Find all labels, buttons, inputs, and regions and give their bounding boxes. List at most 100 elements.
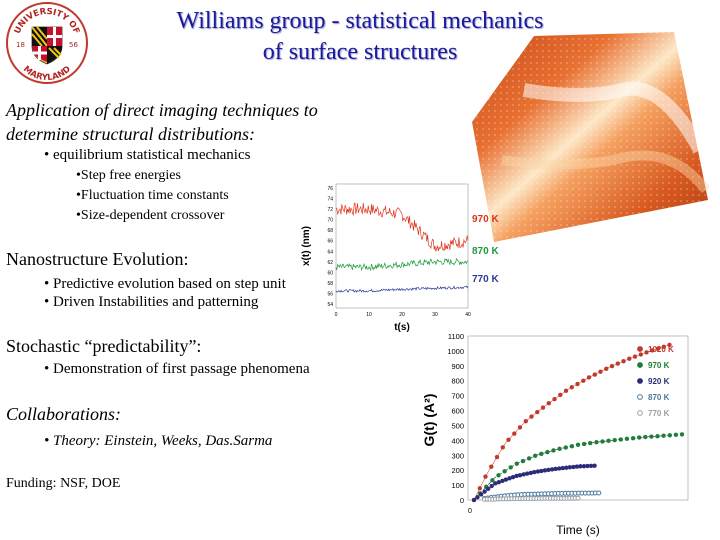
university-seal-logo: UNIVERSITY OF MARYLAND 18 56: [6, 2, 88, 84]
chart2-point-1020k: [500, 445, 506, 450]
chart2-point-920k: [546, 467, 551, 473]
chart2-ytick: 900: [451, 362, 464, 371]
chart1-series-770k: [335, 285, 469, 293]
chart2-point-1020k: [489, 464, 494, 469]
chart2-point-970k: [514, 461, 520, 466]
chart2-point-920k: [532, 469, 537, 475]
chart2-point-920k: [592, 463, 597, 468]
chart2-point-970k: [673, 432, 679, 438]
chart2-point-1020k: [523, 418, 529, 424]
chart2-point-970k: [496, 473, 501, 478]
chart2-point-920k: [578, 464, 583, 469]
chart1-series-870k: [335, 258, 469, 272]
chart2-legend-marker: [637, 362, 643, 368]
chart2-point-920k: [517, 472, 523, 478]
chart2-point-1020k: [575, 381, 580, 387]
chart2-point-970k: [661, 433, 666, 438]
chart2-point-920k: [475, 494, 480, 500]
chart1-xtick: 0: [335, 312, 338, 318]
chart2-point-1020k: [581, 378, 586, 383]
chart2-point-1020k: [517, 425, 523, 430]
chart1-ytick: 64: [327, 249, 333, 255]
subbullet-list: •Step free energies •Fluctuation time co…: [76, 166, 229, 226]
chart1-series-970k: [335, 202, 469, 252]
chart2-legend-label: 870 K: [648, 393, 670, 402]
chart2-ytick: 800: [451, 377, 464, 386]
section-nanostructure-heading: Nanostructure Evolution:: [6, 249, 189, 269]
chart2-point-1020k: [638, 352, 644, 357]
chart2-point-970k: [643, 434, 648, 440]
chart1-xtick: 10: [366, 312, 372, 318]
bullet-first-passage: Demonstration of first passage phenomena: [44, 361, 310, 378]
chart2-point-970k: [563, 445, 569, 450]
chart2-point-920k: [485, 486, 491, 492]
bullet-driven-instabilities: Driven Instabilities and patterning: [44, 294, 258, 311]
chart2-ytick: 0: [460, 496, 464, 505]
chart2-ytick: 600: [451, 407, 464, 416]
section-stochastic-heading: Stochastic “predictability”:: [6, 336, 202, 356]
slide-title: Williams group - statistical mechanics o…: [120, 6, 600, 68]
chart2-point-1020k: [494, 454, 500, 460]
chart2-point-920k: [510, 474, 516, 480]
chart2-point-1020k: [604, 366, 609, 371]
chart2-point-920k: [560, 465, 565, 471]
chart2-point-970k: [526, 456, 532, 461]
chart1-ytick: 56: [327, 291, 333, 297]
chart2-point-970k: [649, 434, 654, 439]
chart2-point-970k: [502, 469, 507, 474]
chart2-point-1020k: [506, 437, 511, 443]
chart1-ytick: 54: [327, 302, 333, 308]
section-imaging-heading-line2: determine structural distributions:: [6, 124, 255, 144]
chart2-ytick: 1100: [448, 332, 464, 341]
chart2-point-970k: [600, 439, 605, 444]
chart2-point-770k: [575, 495, 581, 501]
bullet-theory-collaborators: Theory: Einstein, Weeks, Das.Sarma: [44, 433, 272, 450]
chart2-point-920k: [482, 489, 487, 494]
logo-year-left: 18: [16, 41, 25, 49]
subbullet-size-dependent-crossover: •Size-dependent crossover: [76, 208, 225, 223]
chart2-legend-label: 1020 K: [648, 345, 674, 354]
section-imaging-heading-line1: Application of direct imaging techniques…: [6, 100, 318, 120]
chart2-point-1020k: [535, 409, 540, 415]
chart2-ytick: 700: [451, 392, 464, 401]
chart2-point-970k: [624, 436, 630, 442]
chart1-xlabel: t(s): [394, 322, 410, 333]
chart2-point-970k: [557, 446, 562, 452]
chart2-point-920k: [514, 473, 519, 479]
chart2-point-920k: [489, 483, 494, 489]
chart2-point-1020k: [592, 372, 598, 377]
chart2-point-920k: [524, 471, 530, 476]
chart2-point-970k: [490, 478, 495, 483]
chart2-legend-marker: [637, 394, 643, 400]
chart2-point-1020k: [655, 346, 661, 351]
chart2-legend-marker: [637, 410, 643, 416]
legend-770k-label: 770 K: [472, 274, 499, 285]
section-collaborations-heading: Collaborations:: [6, 404, 122, 424]
legend-970k-label: 970 K: [472, 214, 499, 225]
chart2-point-1020k: [546, 400, 552, 406]
step-fluctuation-chart: x(t) (nm) t(s) 767472706866646260585654 …: [301, 183, 499, 333]
stm-surface-image: [472, 32, 710, 242]
chart1-ytick: 74: [327, 197, 333, 203]
chart1-ylabel: x(t) (nm): [301, 226, 312, 266]
chart1-ytick: 60: [327, 270, 333, 276]
chart2-point-1020k: [615, 361, 621, 366]
chart2-point-970k: [569, 443, 575, 449]
chart2-point-1020k: [477, 486, 482, 491]
chart2-point-870k: [596, 490, 602, 496]
chart2-point-1020k: [563, 388, 569, 393]
chart2-legend-marker: [637, 378, 643, 384]
chart2-point-1020k: [529, 414, 534, 419]
chart2-point-920k: [567, 465, 573, 470]
bullet-equilibrium: equilibrium statistical mechanics: [44, 147, 250, 164]
funding-text: Funding: NSF, DOE: [6, 476, 121, 491]
chart2-legend-label: 970 K: [648, 361, 670, 370]
legend-870k-label: 870 K: [472, 246, 499, 257]
chart2-point-1020k: [483, 474, 488, 479]
subbullet-step-free-energies: •Step free energies: [76, 168, 181, 183]
bullet-predictive-evolution: Predictive evolution based on step unit: [44, 276, 286, 293]
chart2-legend-marker: [637, 346, 643, 352]
chart2-legend-label: 770 K: [648, 409, 670, 418]
chart2-point-970k: [545, 449, 550, 455]
chart2-point-1020k: [667, 342, 672, 348]
